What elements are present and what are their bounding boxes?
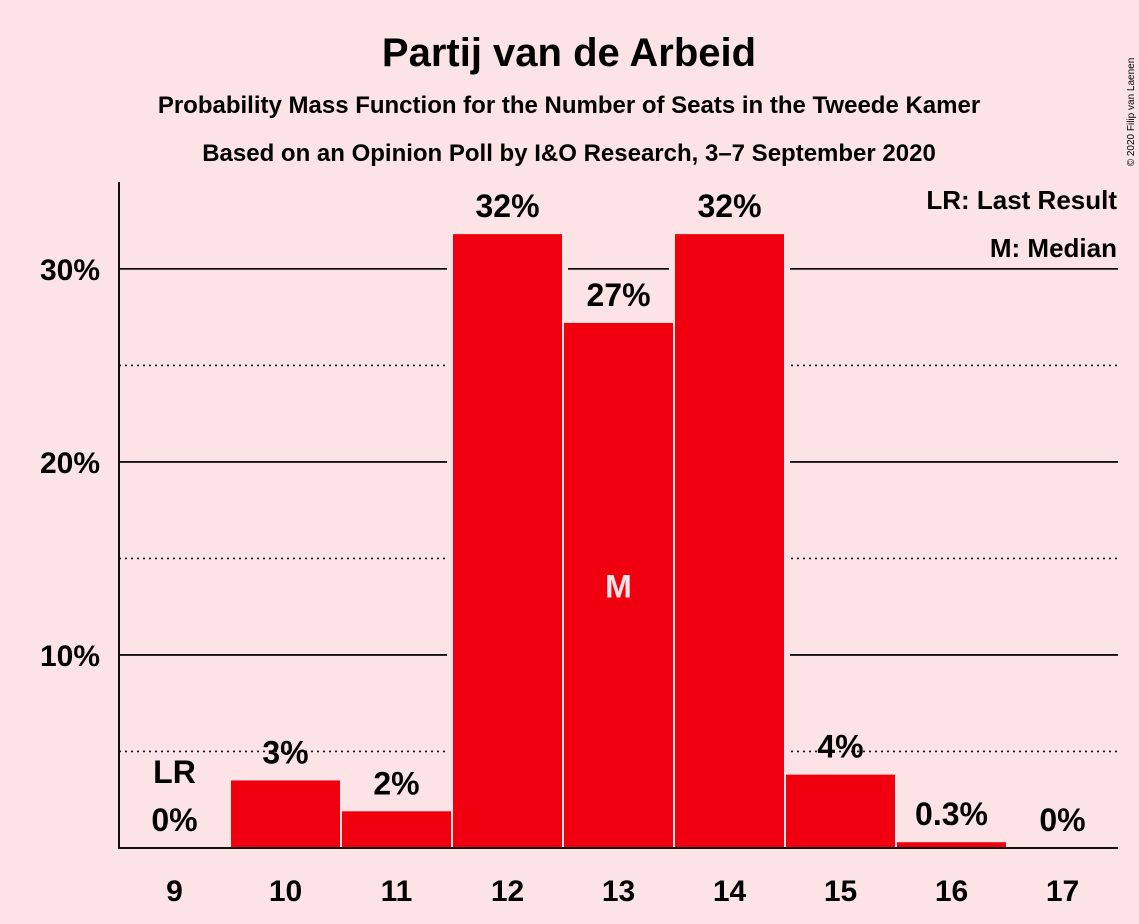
x-tick-label: 14: [713, 875, 747, 908]
y-tick-label: 10%: [40, 640, 100, 673]
median-marker: M: [605, 568, 632, 604]
data-label: 3%: [262, 734, 308, 770]
bar-seats-10: [231, 780, 340, 848]
data-label: 32%: [697, 188, 761, 224]
y-tick-label: 30%: [40, 254, 100, 287]
bar-seats-14: [675, 234, 784, 849]
data-label: 2%: [373, 765, 419, 801]
last-result-marker: LR: [153, 754, 196, 790]
chart-subtitle-poll: Based on an Opinion Poll by I&O Research…: [202, 140, 936, 167]
chart-title: Partij van de Arbeid: [382, 31, 756, 75]
chart-subtitle: Probability Mass Function for the Number…: [158, 92, 980, 119]
data-label: 4%: [817, 729, 863, 765]
copyright-note: © 2020 Filip van Laenen: [1126, 58, 1137, 167]
data-label: 27%: [586, 277, 650, 313]
legend-median: M: Median: [990, 233, 1117, 263]
x-tick-label: 13: [602, 875, 635, 908]
y-tick-label: 20%: [40, 447, 100, 480]
axes: 10% 20% 30% 9 10 11 12 13 14 15 16 17: [40, 182, 1118, 908]
x-tick-label: 16: [935, 875, 968, 908]
bar-halo: [891, 836, 1012, 848]
data-label: 32%: [475, 188, 539, 224]
bar-seats-16: [897, 842, 1006, 848]
bar-seats-13: [564, 322, 673, 848]
x-tick-label: 9: [166, 875, 183, 908]
data-label: 0.3%: [915, 796, 988, 832]
data-label: 0%: [1039, 802, 1085, 838]
x-tick-label: 11: [381, 875, 413, 908]
data-label: 0%: [151, 802, 197, 838]
bar-seats-11: [342, 811, 451, 848]
data-labels: 0% LR 3% 2% 32% 27% M 32% 4% 0.3% 0%: [151, 188, 1085, 838]
x-tick-label: 17: [1046, 875, 1079, 908]
bar-seats-12: [453, 234, 562, 849]
bars: [225, 228, 1012, 849]
x-tick-label: 12: [491, 875, 524, 908]
x-tick-label: 15: [824, 875, 857, 908]
bar-seats-15: [786, 774, 895, 848]
legend-last-result: LR: Last Result: [926, 185, 1117, 215]
x-tick-label: 10: [269, 875, 302, 908]
